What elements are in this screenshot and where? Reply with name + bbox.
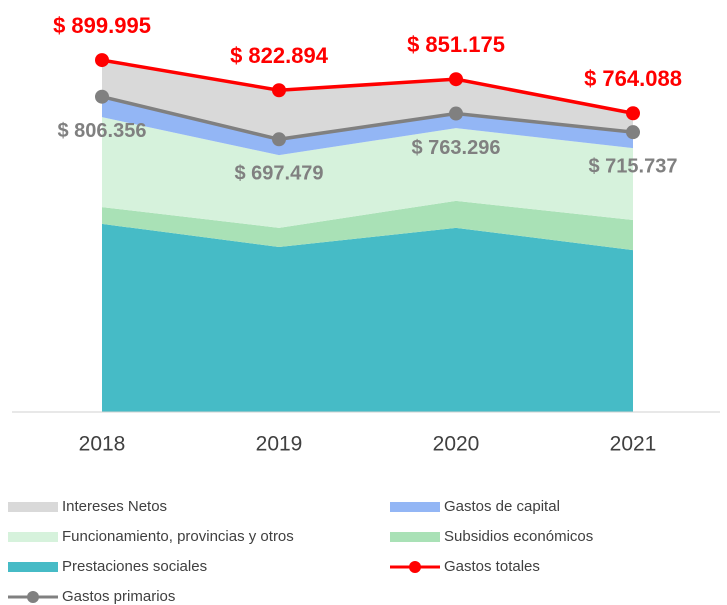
legend-label: Prestaciones sociales <box>62 558 207 575</box>
legend-swatch <box>8 502 58 512</box>
point <box>449 72 463 87</box>
point <box>272 132 286 147</box>
area <box>102 223 633 412</box>
data-label: $ 851.175 <box>407 32 505 57</box>
legend-swatch <box>390 502 440 512</box>
area <box>102 60 633 140</box>
data-label: $ 715.737 <box>589 155 678 177</box>
line <box>101 58 634 115</box>
area <box>102 117 633 228</box>
point <box>449 106 463 121</box>
legend-swatch <box>8 562 58 572</box>
legend-swatch <box>390 532 440 542</box>
data-label: $ 764.088 <box>584 66 682 91</box>
legend-label: Intereses Netos <box>62 498 167 515</box>
line <box>101 95 634 142</box>
data-label: $ 899.995 <box>53 13 151 38</box>
data-label: $ 697.479 <box>235 163 324 185</box>
data-label: $ 806.356 <box>58 120 147 142</box>
legend-marker <box>27 591 39 603</box>
x-tick-label: 2021 <box>610 433 657 456</box>
legend-label: Gastos totales <box>444 558 540 575</box>
legend-swatch <box>8 532 58 542</box>
legend-marker <box>409 561 421 573</box>
point <box>95 53 109 68</box>
data-label: $ 763.296 <box>412 137 501 159</box>
area <box>102 200 633 251</box>
x-tick-label: 2019 <box>256 433 303 456</box>
point <box>272 83 286 98</box>
legend-label: Funcionamiento, provincias y otros <box>62 528 294 545</box>
point <box>626 125 640 140</box>
legend-label: Subsidios económicos <box>444 528 593 545</box>
x-tick-label: 2018 <box>79 433 126 456</box>
legend-label: Gastos primarios <box>62 588 175 605</box>
point <box>95 89 109 104</box>
data-label: $ 822.894 <box>230 43 329 68</box>
legend-label: Gastos de capital <box>444 498 560 515</box>
x-tick-label: 2020 <box>433 433 480 456</box>
point <box>626 106 640 121</box>
area <box>102 96 633 156</box>
